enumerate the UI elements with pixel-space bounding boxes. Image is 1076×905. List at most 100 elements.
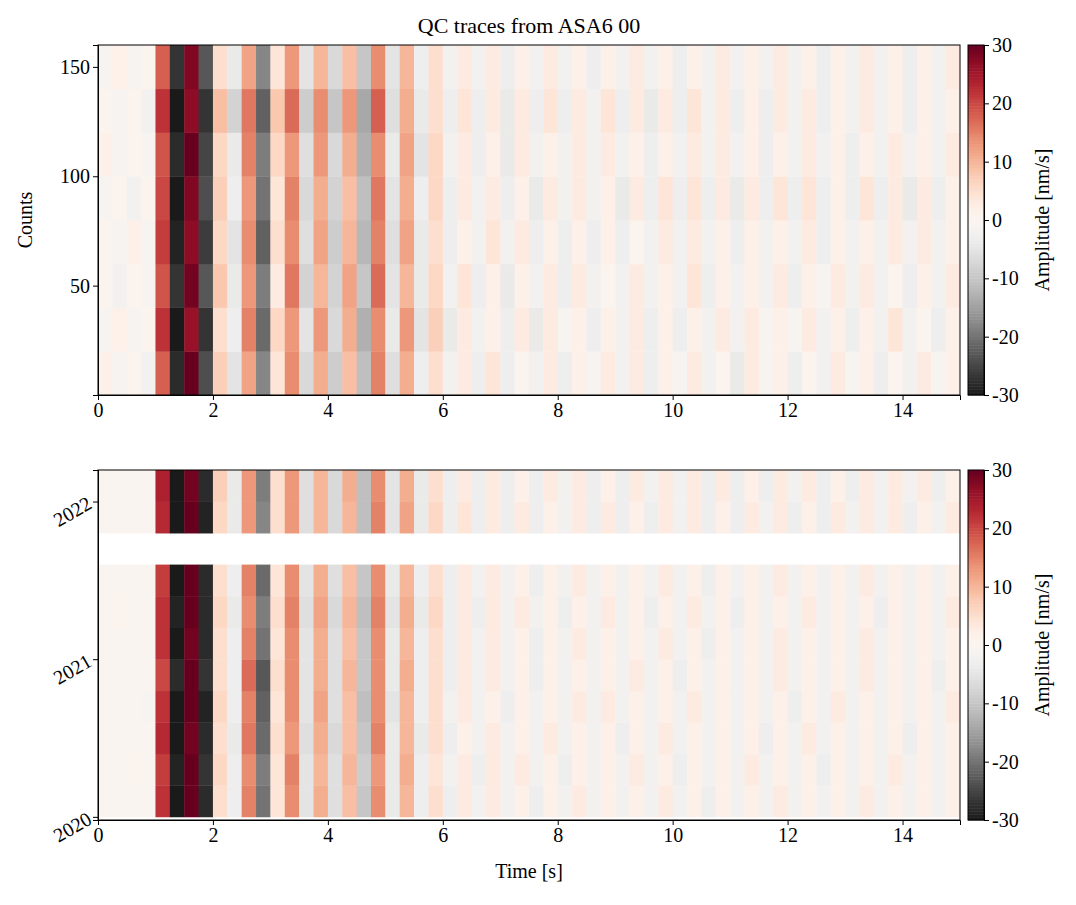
colorbar-step [968, 797, 984, 800]
cell [529, 722, 544, 754]
colorbar-step [968, 156, 984, 159]
cell [831, 308, 846, 352]
cell [213, 628, 228, 660]
tick-label: 10 [992, 576, 1012, 598]
cell [371, 785, 386, 817]
cell [773, 628, 788, 660]
cell [285, 89, 300, 133]
cell [658, 308, 673, 352]
colorbar-step [968, 313, 984, 316]
cell [256, 176, 271, 220]
colorbar-step [968, 165, 984, 168]
colorbar-step [968, 386, 984, 389]
colorbar-step [968, 700, 984, 703]
cell [673, 659, 688, 691]
cell [213, 133, 228, 177]
tick: 14 [893, 820, 913, 846]
cell [486, 308, 501, 352]
cell [472, 628, 487, 660]
cell [314, 785, 329, 817]
cell [515, 691, 530, 723]
colorbar-step [968, 150, 984, 153]
cell [888, 470, 903, 502]
colorbar-step [968, 525, 984, 528]
cell [385, 220, 400, 264]
cell [673, 89, 688, 133]
cell [658, 565, 673, 597]
colorbar-step [968, 718, 984, 721]
tick-mark [93, 502, 98, 503]
cell [615, 264, 630, 308]
cell [845, 470, 860, 502]
cell [572, 89, 587, 133]
cell [788, 659, 803, 691]
cell [917, 659, 932, 691]
colorbar-step [968, 648, 984, 651]
cell [98, 502, 113, 534]
cell [472, 659, 487, 691]
colorbar-step [968, 566, 984, 569]
colorbar-step [968, 255, 984, 258]
colorbar-step [968, 590, 984, 593]
colorbar-step [968, 264, 984, 267]
cell [127, 691, 142, 723]
cell [472, 220, 487, 264]
cell [615, 351, 630, 395]
axis-line [99, 396, 961, 401]
cell [414, 89, 429, 133]
cell [687, 596, 702, 628]
cell [457, 785, 472, 817]
cell [299, 470, 314, 502]
colorbar-step [968, 200, 984, 203]
cell [903, 691, 918, 723]
colorbar-step [968, 378, 984, 381]
cell [903, 351, 918, 395]
colorbar-step [968, 141, 984, 144]
cell [874, 596, 889, 628]
cell [630, 691, 645, 723]
cell [270, 502, 285, 534]
cell [658, 133, 673, 177]
colorbar-step [968, 246, 984, 249]
cell [328, 89, 343, 133]
cell [98, 89, 113, 133]
cell [400, 45, 415, 89]
cell [831, 722, 846, 754]
colorbar-step [968, 223, 984, 226]
tick: -30 [984, 809, 1019, 831]
tick: 30 [984, 34, 1012, 56]
axis-line [985, 46, 990, 396]
cell [500, 176, 515, 220]
cell [98, 351, 113, 395]
cell [270, 308, 285, 352]
cell [658, 45, 673, 89]
cell [141, 176, 156, 220]
cell [716, 308, 731, 352]
cell [285, 502, 300, 534]
cell [486, 133, 501, 177]
cell [515, 133, 530, 177]
cell [127, 754, 142, 786]
cell [270, 691, 285, 723]
cell [285, 45, 300, 89]
cell [256, 596, 271, 628]
cell [529, 470, 544, 502]
cell [314, 133, 329, 177]
cell [888, 502, 903, 534]
colorbar-step [968, 168, 984, 171]
cell [170, 659, 185, 691]
cell [586, 565, 601, 597]
cell [199, 691, 214, 723]
cell [155, 308, 170, 352]
cell [888, 691, 903, 723]
colorbar-step [968, 243, 984, 246]
tick: 50 [70, 275, 98, 297]
cell [946, 659, 960, 691]
colorbar-step [968, 747, 984, 750]
cell [457, 89, 472, 133]
cell [701, 628, 716, 660]
cell [644, 691, 659, 723]
cell [213, 722, 228, 754]
cell [112, 691, 127, 723]
colorbar-step [968, 759, 984, 762]
